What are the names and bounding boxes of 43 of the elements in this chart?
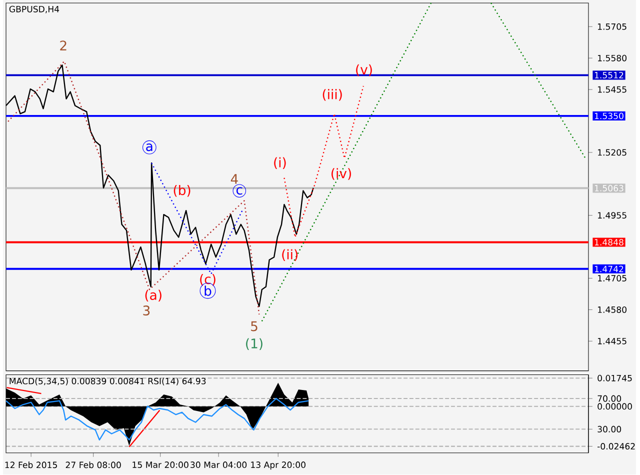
x-tick-label: 15 Mar 20:00 (132, 462, 188, 468)
annotation: 5 (251, 322, 258, 332)
annotation: a (146, 144, 152, 152)
y2-tick-label: 70.00 (598, 395, 622, 402)
annotation: (ii) (282, 249, 298, 262)
ref-line-label: 1.5512 (594, 72, 624, 79)
annotation: (b) (174, 185, 190, 197)
y-tick-label: -0.02462 (597, 443, 635, 450)
annotation: (iv) (332, 168, 351, 180)
annotation: (c) (200, 274, 216, 286)
y-tick-label: 1.5205 (598, 149, 626, 156)
y-tick-label: 1.5705 (598, 24, 626, 30)
line-series (5, 398, 310, 441)
annotation: 4 (230, 174, 238, 184)
x-tick-label: 12 Feb 2015 (5, 462, 57, 468)
x-tick-label: 13 Apr 20:00 (251, 462, 306, 470)
y-tick-label: 0.01745 (598, 375, 632, 382)
ref-line-label: 1.4742 (594, 266, 624, 272)
y-tick-label: 1.4705 (598, 275, 626, 282)
ref-line-label: 1.4848 (594, 239, 624, 246)
chart-title: MACD(5,34,5) 0.00839 0.00841 RSI(14) 64.93 (10, 378, 206, 386)
annotation: (i) (274, 157, 286, 170)
ref-line-label: 1.5350 (594, 112, 624, 120)
line-series (7, 60, 260, 316)
annotation: (iii) (322, 89, 342, 101)
chart-title: GBPUSD,H4 (9, 6, 60, 14)
y-tick-label: 1.4455 (598, 338, 626, 344)
y2-tick-label: 30.00 (598, 426, 622, 433)
y-tick-label: 1.4955 (598, 212, 626, 219)
annotation: 3 (143, 306, 150, 316)
y-tick-label: 0.00000 (598, 403, 632, 410)
x-tick-label: 27 Feb 08:00 (66, 462, 121, 468)
annotation: b (204, 286, 212, 296)
x-tick-label: 30 Mar 04:00 (190, 462, 247, 468)
y-tick-label: 1.4580 (598, 306, 626, 314)
annotation: (a) (145, 290, 162, 302)
annotation: 2 (60, 40, 66, 51)
ref-line-label: 1.5063 (594, 185, 624, 192)
y-tick-label: 1.5580 (598, 55, 626, 62)
annotation: (v) (356, 64, 372, 76)
y-tick-label: 1.5455 (598, 86, 626, 93)
annotation: c (236, 187, 242, 195)
annotation: (1) (246, 338, 262, 350)
